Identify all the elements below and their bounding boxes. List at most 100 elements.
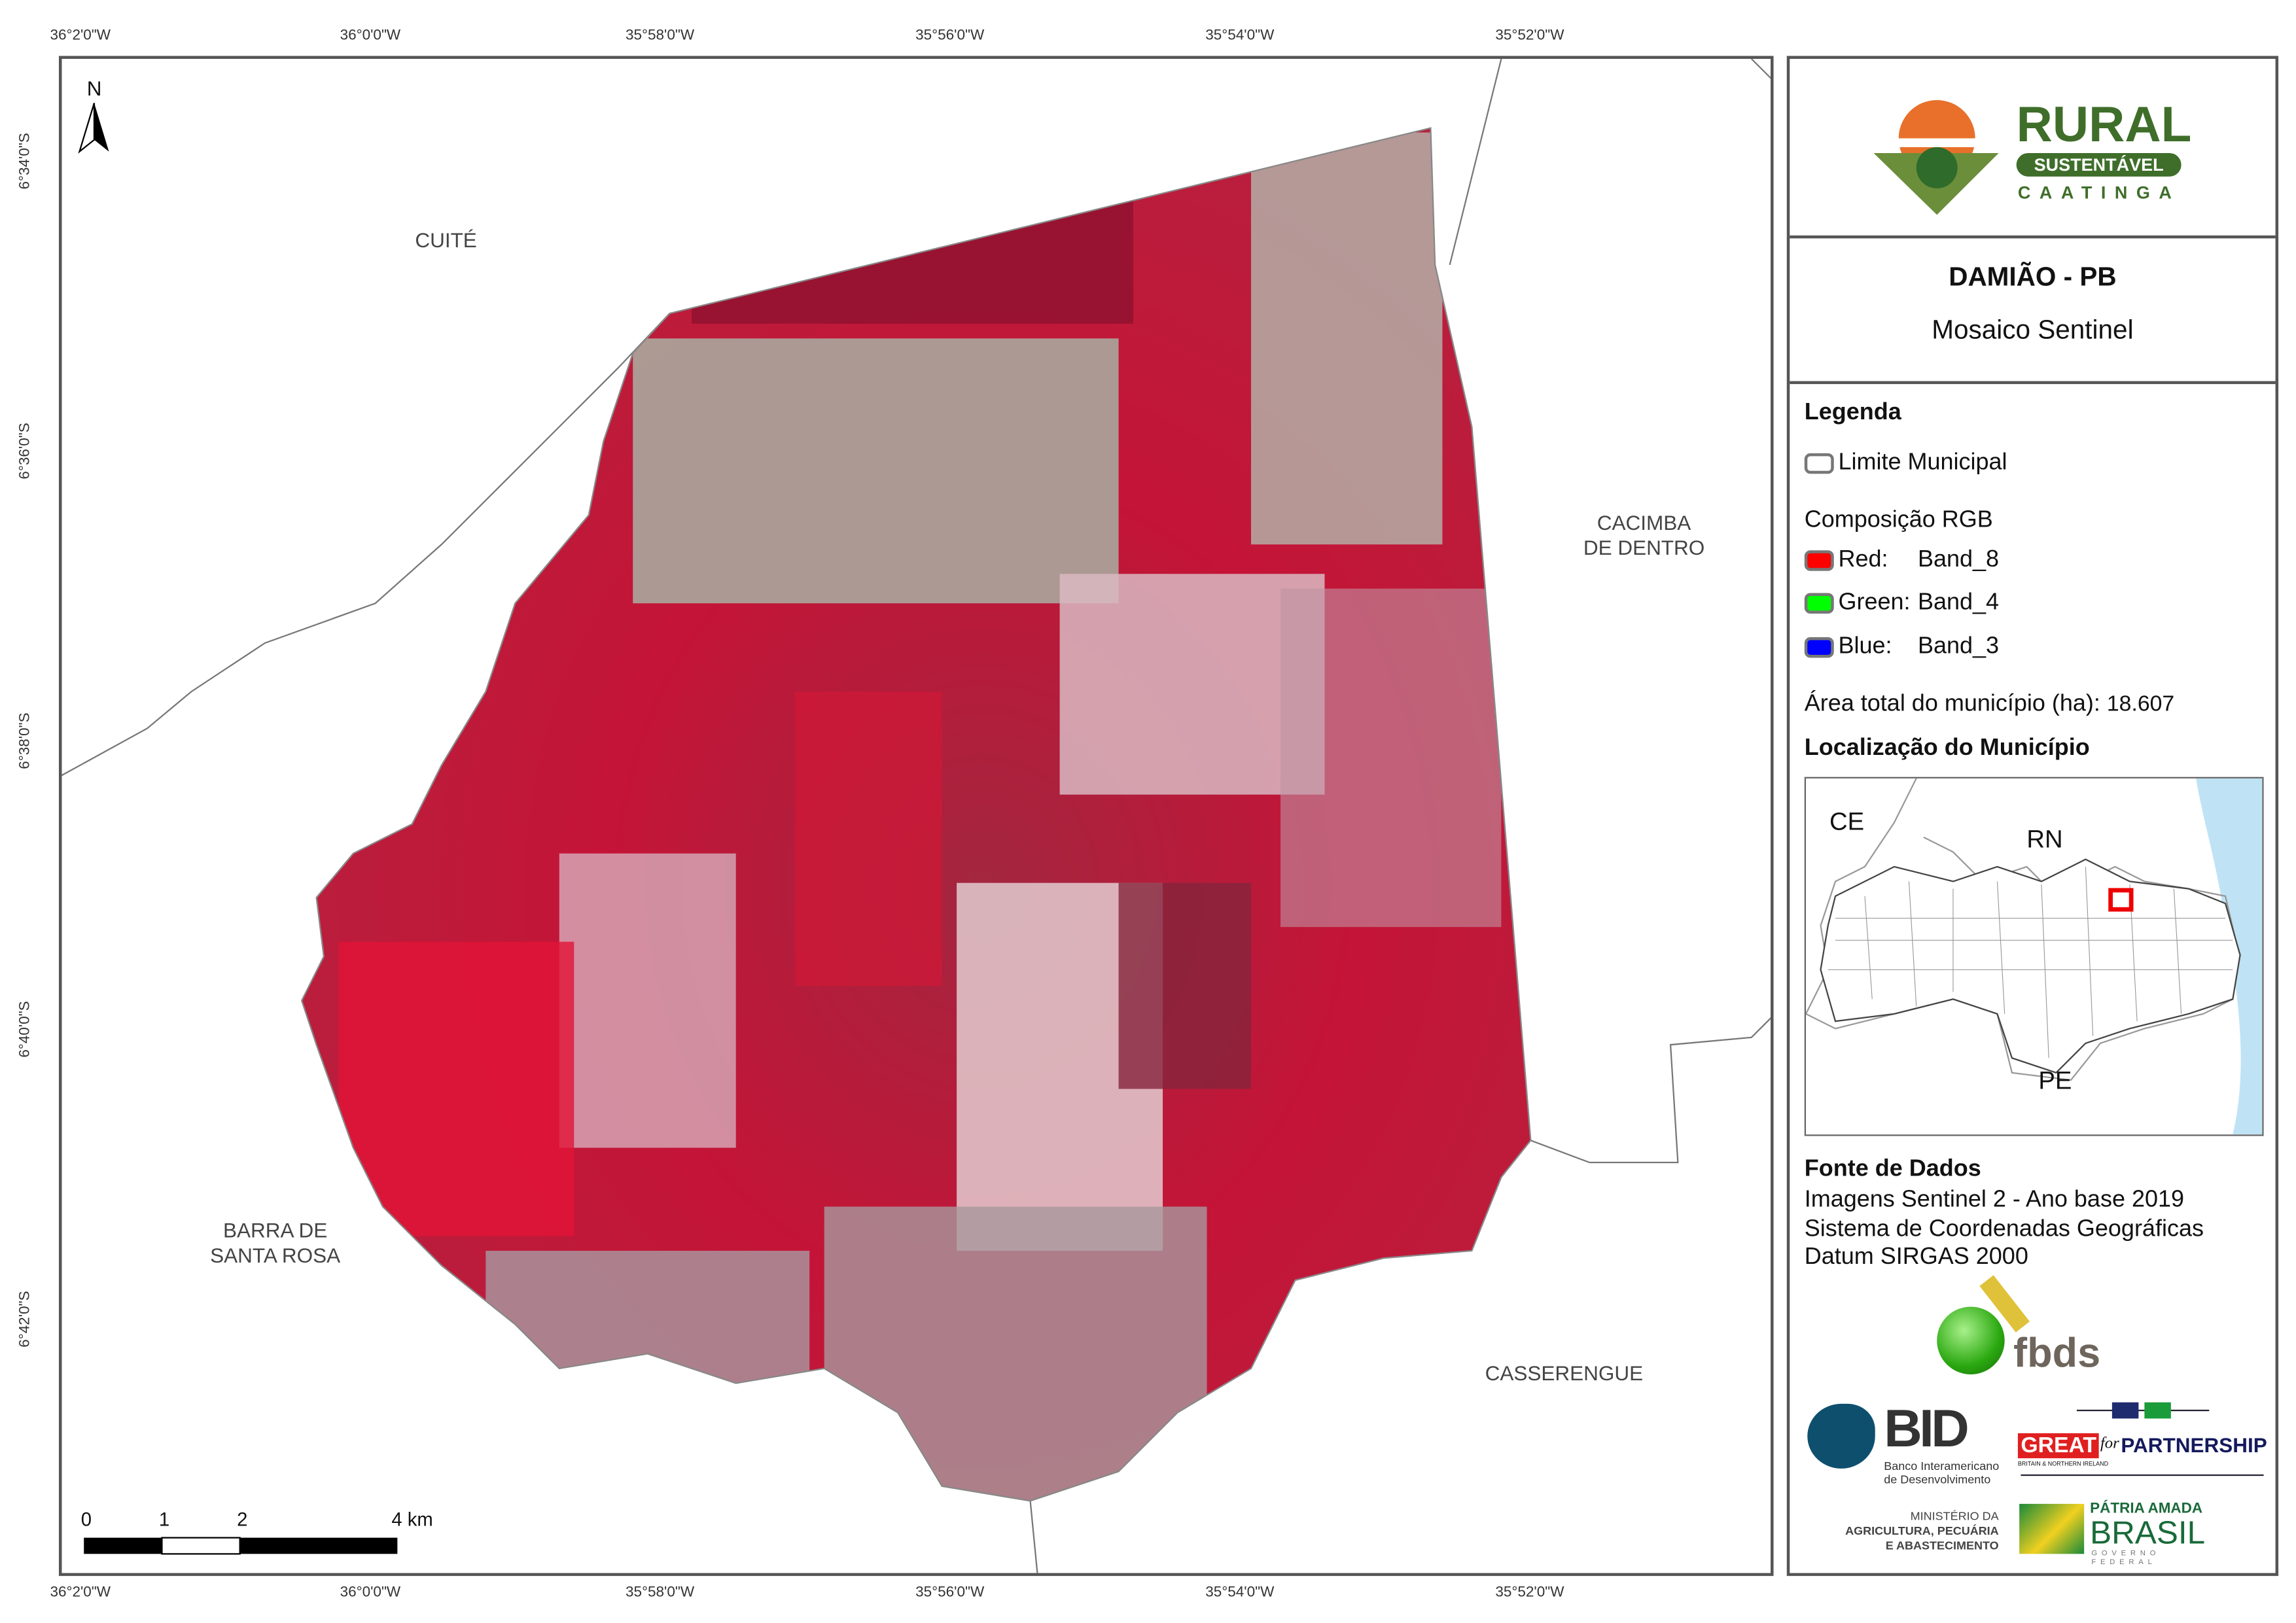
- bid-text: BID: [1884, 1397, 1969, 1459]
- brasil-text: BRASIL: [2090, 1514, 2206, 1551]
- rural-sustentavel-logo: RURAL SUSTENTÁVEL CAATINGA: [1866, 94, 2204, 226]
- legend-label: Limite Municipal: [1838, 450, 2007, 476]
- source-heading: Fonte de Dados: [1804, 1157, 1981, 1182]
- legend-band: Band_4: [1917, 590, 2000, 616]
- legend-band: Band_8: [1917, 547, 2000, 573]
- great-partnership: PARTNERSHIP: [2121, 1433, 2267, 1457]
- north-arrow-icon: [78, 103, 109, 154]
- place-cacimba-de-dentro: CACIMBA DE DENTRO: [1563, 511, 1725, 561]
- top-tick: 36°0'0"W: [340, 27, 401, 44]
- patria-text: PÁTRIA AMADA: [2090, 1501, 2203, 1518]
- legend-item-limit: Limite Municipal: [1804, 450, 2007, 476]
- top-tick: 35°56'0"W: [915, 27, 985, 44]
- map-subtitle: Mosaico Sentinel: [1932, 315, 2134, 345]
- logo-sustentavel: SUSTENTÁVEL: [2016, 152, 2181, 177]
- legend-item-red: Red: Band_8: [1804, 547, 2000, 574]
- bottom-tick: 36°0'0"W: [340, 1584, 401, 1601]
- scale-label: 0: [80, 1508, 92, 1531]
- top-tick: 35°58'0"W: [625, 27, 695, 44]
- logo-caatinga: CAATINGA: [2017, 182, 2181, 203]
- rgb-heading: Composição RGB: [1804, 508, 1993, 533]
- bottom-tick: 35°54'0"W: [1205, 1584, 1275, 1601]
- place-label: SANTA ROSA: [210, 1243, 341, 1267]
- fbds-logo: fbds: [1937, 1274, 2113, 1385]
- inset-label-pe: PE: [2038, 1066, 2072, 1095]
- uk-flag-icon: [2111, 1402, 2139, 1419]
- green-swatch: [1804, 592, 1834, 614]
- bottom-tick: 35°58'0"W: [625, 1584, 695, 1601]
- bid-sub: Banco Interamericano: [1884, 1459, 2000, 1473]
- left-tick: 6°40'0"S: [17, 1001, 34, 1058]
- ministerio-line: MINISTÉRIO DA: [1910, 1509, 1999, 1524]
- great-for: for: [2100, 1435, 2119, 1453]
- source-line: Datum SIRGAS 2000: [1804, 1244, 2028, 1270]
- left-tick: 6°34'0"S: [17, 133, 34, 190]
- inset-label-rn: RN: [2026, 825, 2063, 854]
- legend-heading: Legenda: [1804, 400, 1901, 426]
- source-line: Sistema de Coordenadas Geográficas: [1804, 1216, 2204, 1242]
- legend-label: Blue:: [1838, 634, 1892, 659]
- brazil-flag-icon: [2144, 1402, 2171, 1419]
- limit-swatch: [1804, 453, 1834, 474]
- fbds-text: fbds: [2013, 1330, 2101, 1376]
- divider: [1790, 381, 2276, 385]
- fbds-ball-icon: [1937, 1306, 2005, 1374]
- great-text: GREAT: [2017, 1433, 2100, 1459]
- place-label: BARRA DE: [222, 1218, 328, 1242]
- logo-emblem-icon: [1873, 99, 1999, 215]
- north-label: N: [86, 76, 102, 100]
- legend-band: Band_3: [1917, 634, 2000, 659]
- location-heading: Localização do Município: [1804, 735, 2090, 761]
- top-tick: 35°54'0"W: [1205, 27, 1275, 44]
- bid-emblem-icon: [1807, 1403, 1875, 1469]
- area-total: Área total do município (ha): 18.607: [1805, 691, 2174, 718]
- scale-label: 4 km: [391, 1508, 433, 1531]
- bottom-tick: 35°52'0"W: [1495, 1584, 1564, 1601]
- blue-swatch: [1804, 637, 1834, 657]
- bid-logo: BID Banco Interamericano de Desenvolvimen…: [1807, 1397, 2013, 1489]
- place-casserengue: CASSERENGUE: [1485, 1361, 1644, 1385]
- side-panel: RURAL SUSTENTÁVEL CAATINGA DAMIÃO - PB M…: [1786, 56, 2279, 1577]
- scale-label: 1: [158, 1508, 170, 1531]
- bottom-tick: 36°2'0"W: [50, 1584, 111, 1601]
- ministerio-line: AGRICULTURA, PECUÁRIA: [1845, 1524, 1999, 1538]
- top-tick: 36°2'0"W: [50, 27, 111, 44]
- scale-label: 2: [237, 1508, 248, 1531]
- satellite-mosaic: [302, 128, 1531, 1501]
- location-inset-map: CE RN PE: [1804, 777, 2264, 1136]
- place-barra-de-santa-rosa: BARRA DE SANTA ROSA: [194, 1219, 356, 1268]
- left-tick: 6°42'0"S: [17, 1291, 34, 1348]
- great-sub: BRITAIN & NORTHERN IRELAND: [2017, 1459, 2109, 1467]
- place-label: DE DENTRO: [1583, 535, 1705, 559]
- patria-amada-brasil-logo: PÁTRIA AMADA BRASIL GOVERNO FEDERAL: [2019, 1501, 2210, 1567]
- bid-subtitle: Banco Interamericano de Desenvolvimento: [1884, 1459, 1999, 1486]
- legend-item-blue: Blue: Band_3: [1804, 634, 2000, 660]
- inset-label-ce: CE: [1829, 807, 1865, 836]
- ministerio-line: E ABASTECIMENTO: [1885, 1539, 1999, 1553]
- bid-sub: de Desenvolvimento: [1884, 1473, 1991, 1486]
- logo-rural: RURAL: [2016, 97, 2192, 153]
- governo-text: GOVERNO FEDERAL: [2091, 1549, 2161, 1567]
- left-tick: 6°38'0"S: [17, 712, 34, 769]
- great-partnership-logo: GREAT for PARTNERSHIP BRITAIN & NORTHERN…: [2017, 1401, 2268, 1492]
- source-lines: Imagens Sentinel 2 - Ano base 2019 Siste…: [1805, 1186, 2204, 1272]
- inset-map-canvas: [1806, 778, 2263, 1135]
- map-title: DAMIÃO - PB: [1949, 262, 2117, 292]
- top-tick: 35°52'0"W: [1495, 27, 1564, 44]
- divider: [1790, 235, 2276, 239]
- place-cuite: CUITÉ: [415, 228, 477, 252]
- left-tick: 6°36'0"S: [17, 423, 34, 480]
- municipal-boundary: [300, 127, 1532, 1502]
- ministerio-logo: MINISTÉRIO DA AGRICULTURA, PECUÁRIA E AB…: [1834, 1510, 1999, 1554]
- place-label: CACIMBA: [1597, 510, 1691, 534]
- area-value: 18.607: [2106, 691, 2175, 717]
- bottom-tick: 35°56'0"W: [915, 1584, 985, 1601]
- map-frame: N CUITÉ CACIMBA DE DENTRO BARRA DE SANTA…: [58, 56, 1774, 1577]
- municipality-location-marker: [2108, 888, 2134, 912]
- scale-bar: [84, 1537, 398, 1555]
- legend-label: Green:: [1838, 590, 1911, 616]
- brasil-emblem-icon: [2019, 1503, 2085, 1554]
- area-label: Área total do município (ha):: [1804, 691, 2100, 717]
- divider: [2076, 1409, 2210, 1412]
